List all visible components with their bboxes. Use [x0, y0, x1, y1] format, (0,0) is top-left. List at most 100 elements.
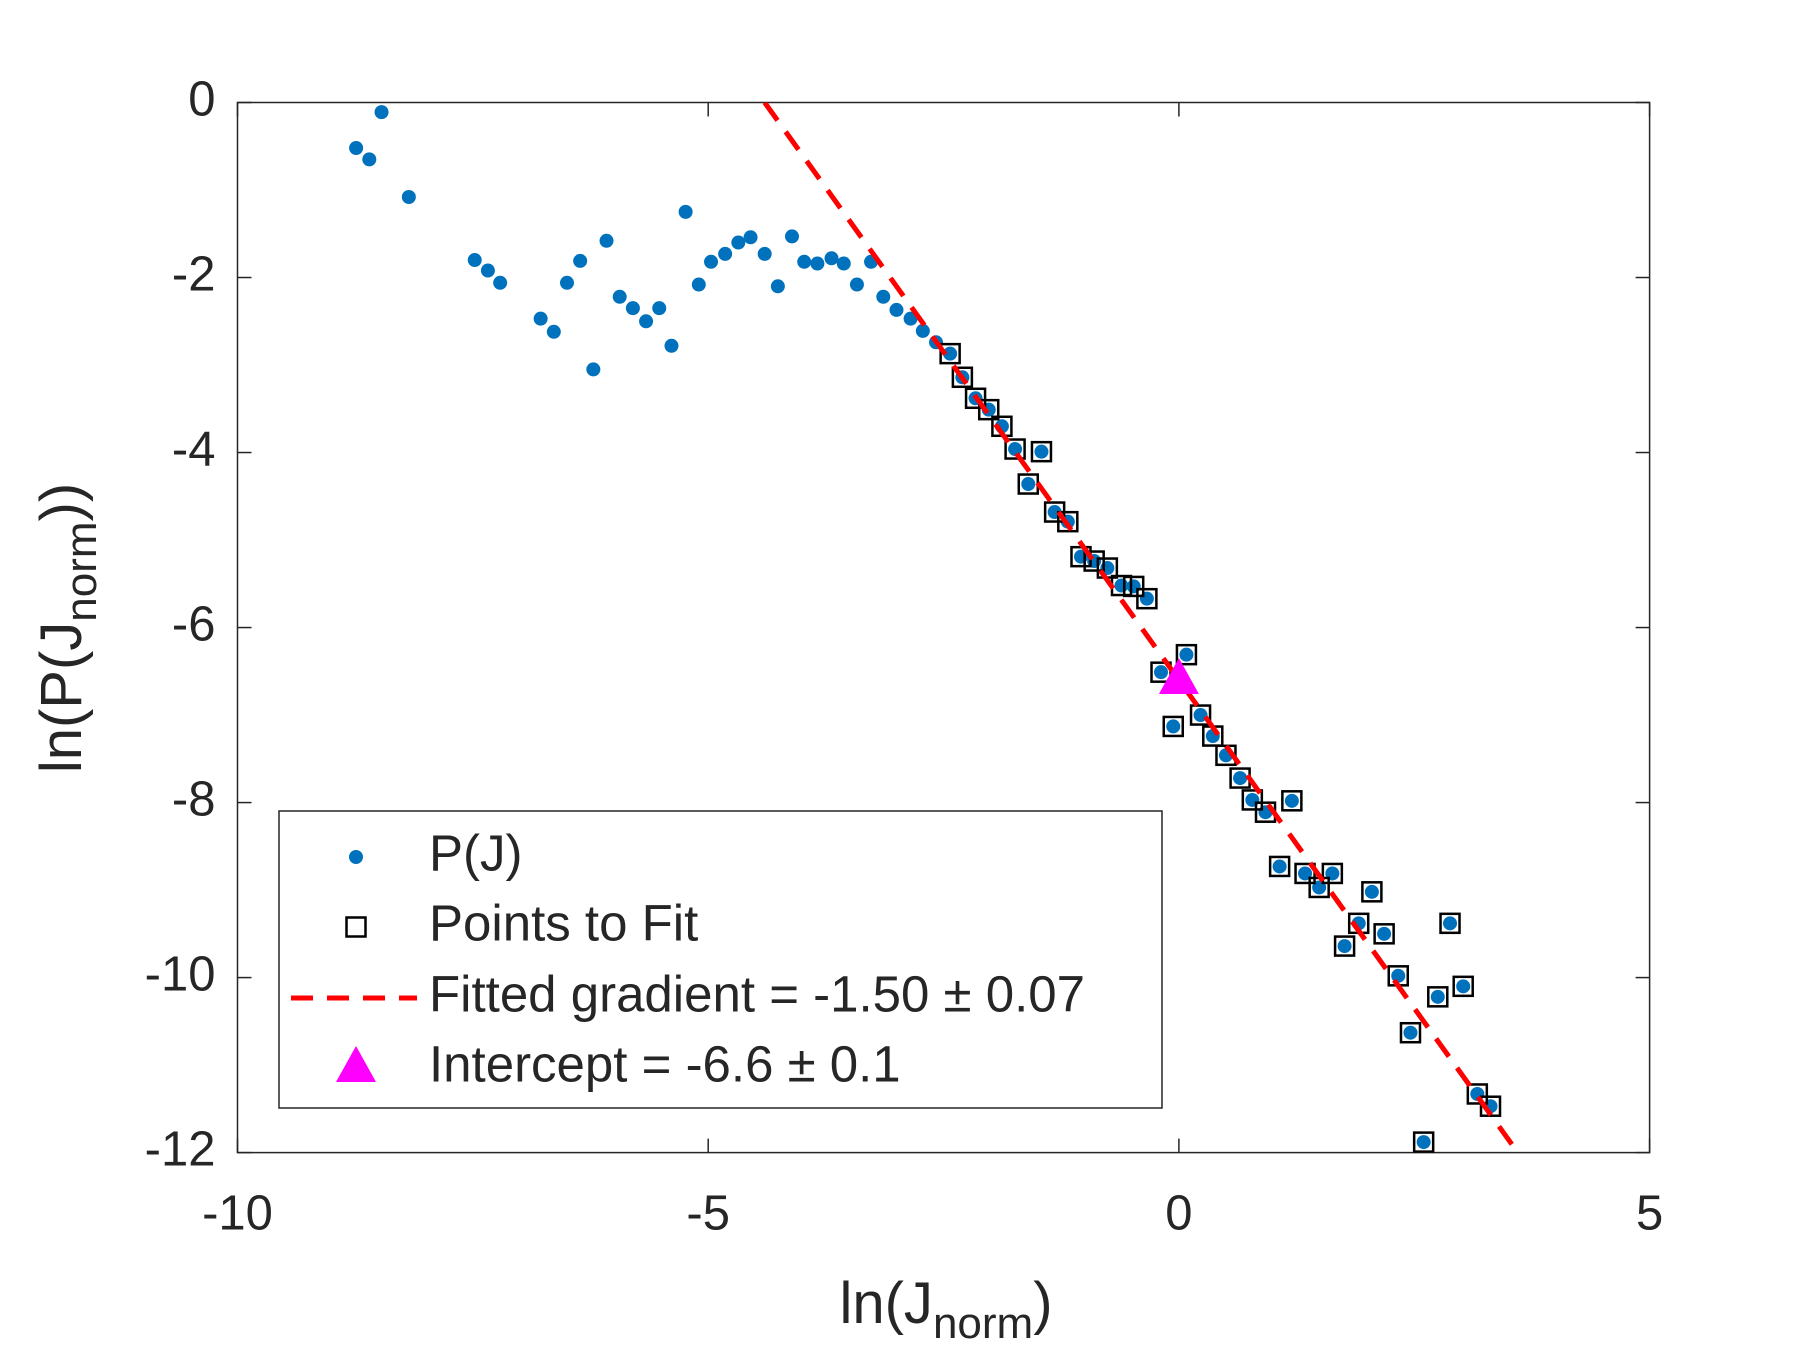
x-tick-label: 0 [1165, 1187, 1192, 1241]
data-point [1114, 578, 1129, 593]
legend-label: Points to Fit [429, 894, 698, 951]
data-point [1284, 793, 1299, 808]
intercept-point [1158, 658, 1199, 695]
data-point [1416, 1135, 1431, 1150]
data-point [915, 323, 930, 338]
data-point [1391, 968, 1406, 983]
fit-point [1136, 587, 1158, 610]
data-point [784, 229, 799, 244]
data-point [1443, 916, 1458, 931]
data-point [374, 105, 389, 120]
y-tick-label: -8 [172, 773, 216, 827]
data-point [1403, 1025, 1418, 1040]
y-label-sub: norm [57, 521, 106, 621]
y-axis-label: ln(P(Jnorm)) [29, 483, 105, 773]
data-point [467, 253, 482, 268]
data-point [1456, 979, 1471, 994]
fit-point [1321, 862, 1344, 885]
legend-label: Fitted gradient = -1.50 ± 0.07 [429, 965, 1085, 1022]
legend: P(J) Points to Fit Fitted gradient = -1.50… [278, 810, 1163, 1109]
fit-point [1162, 715, 1185, 738]
legend-box [278, 810, 1163, 1109]
data-point [1154, 665, 1169, 680]
data-point [797, 254, 812, 269]
fit-point [1057, 510, 1079, 533]
data-point [599, 233, 614, 248]
y-tick-label: -6 [172, 597, 216, 651]
legend-symbol [345, 916, 367, 938]
fit-point [977, 398, 1000, 421]
data-point [876, 289, 891, 304]
fit-point [1281, 790, 1303, 812]
y-tick-label: -10 [145, 948, 216, 1002]
x-tick-label: -10 [202, 1187, 273, 1241]
fit-point [1030, 440, 1053, 463]
data-point [1179, 647, 1194, 662]
data-point [903, 311, 918, 326]
data-point [1233, 771, 1248, 786]
x-label-main: ln(J [839, 1271, 932, 1336]
data-point [704, 254, 719, 269]
x-tick-label: -5 [686, 1187, 730, 1241]
fit-point [1361, 881, 1383, 903]
data-point [1021, 477, 1036, 492]
legend-label: Intercept = -6.6 ± 0.1 [429, 1035, 901, 1092]
fit-point [1083, 550, 1105, 572]
data-point [691, 277, 706, 292]
fit-point [1479, 1095, 1502, 1117]
fit-point [964, 387, 987, 410]
data-point [743, 230, 758, 245]
fit-point [1268, 855, 1291, 878]
fit-point [1333, 935, 1356, 957]
data-point [731, 235, 746, 250]
data-point [943, 346, 958, 361]
data-point [480, 263, 495, 278]
fit-point [951, 366, 974, 389]
fit-point [1373, 923, 1395, 945]
data-point [757, 246, 772, 261]
fit-point [1452, 975, 1474, 998]
data-point [718, 246, 733, 261]
data-point [836, 256, 851, 271]
data-point [1364, 884, 1379, 899]
y-tick-label: 0 [188, 72, 215, 126]
data-point [678, 204, 693, 219]
data-point [1430, 989, 1445, 1004]
x-label-end: ) [1033, 1271, 1052, 1336]
data-point [586, 362, 601, 377]
fit-point [1439, 912, 1461, 935]
data-point [1377, 926, 1392, 941]
data-point [349, 141, 364, 156]
data-point [810, 256, 825, 271]
data-point [770, 279, 785, 294]
x-label-sub: norm [933, 1299, 1033, 1348]
data-point [362, 152, 377, 167]
legend-label: P(J) [429, 824, 522, 881]
data-point [1008, 442, 1023, 457]
data-point [1034, 444, 1049, 459]
fit-point [1399, 1021, 1422, 1044]
fit-point [1122, 575, 1145, 598]
data-point [573, 253, 588, 268]
data-point [1272, 859, 1287, 874]
y-label-end: )) [29, 483, 94, 522]
data-point [612, 289, 627, 304]
y-tick-label: -4 [172, 422, 216, 476]
legend-symbol [349, 850, 363, 864]
axes-box [236, 101, 1651, 1154]
fit-point [1189, 704, 1212, 726]
fit-point [939, 342, 961, 365]
fit-point [1412, 1131, 1435, 1153]
x-tick-label: 5 [1636, 1187, 1663, 1241]
fit-point [1427, 986, 1449, 1008]
y-label-main: ln(P(J [29, 622, 94, 773]
data-point [546, 324, 561, 339]
y-tick-label: -2 [172, 247, 216, 301]
data-point [533, 311, 548, 326]
data-point [824, 251, 839, 266]
data-point [1166, 719, 1181, 734]
data-point [559, 275, 574, 290]
data-point [493, 275, 508, 290]
